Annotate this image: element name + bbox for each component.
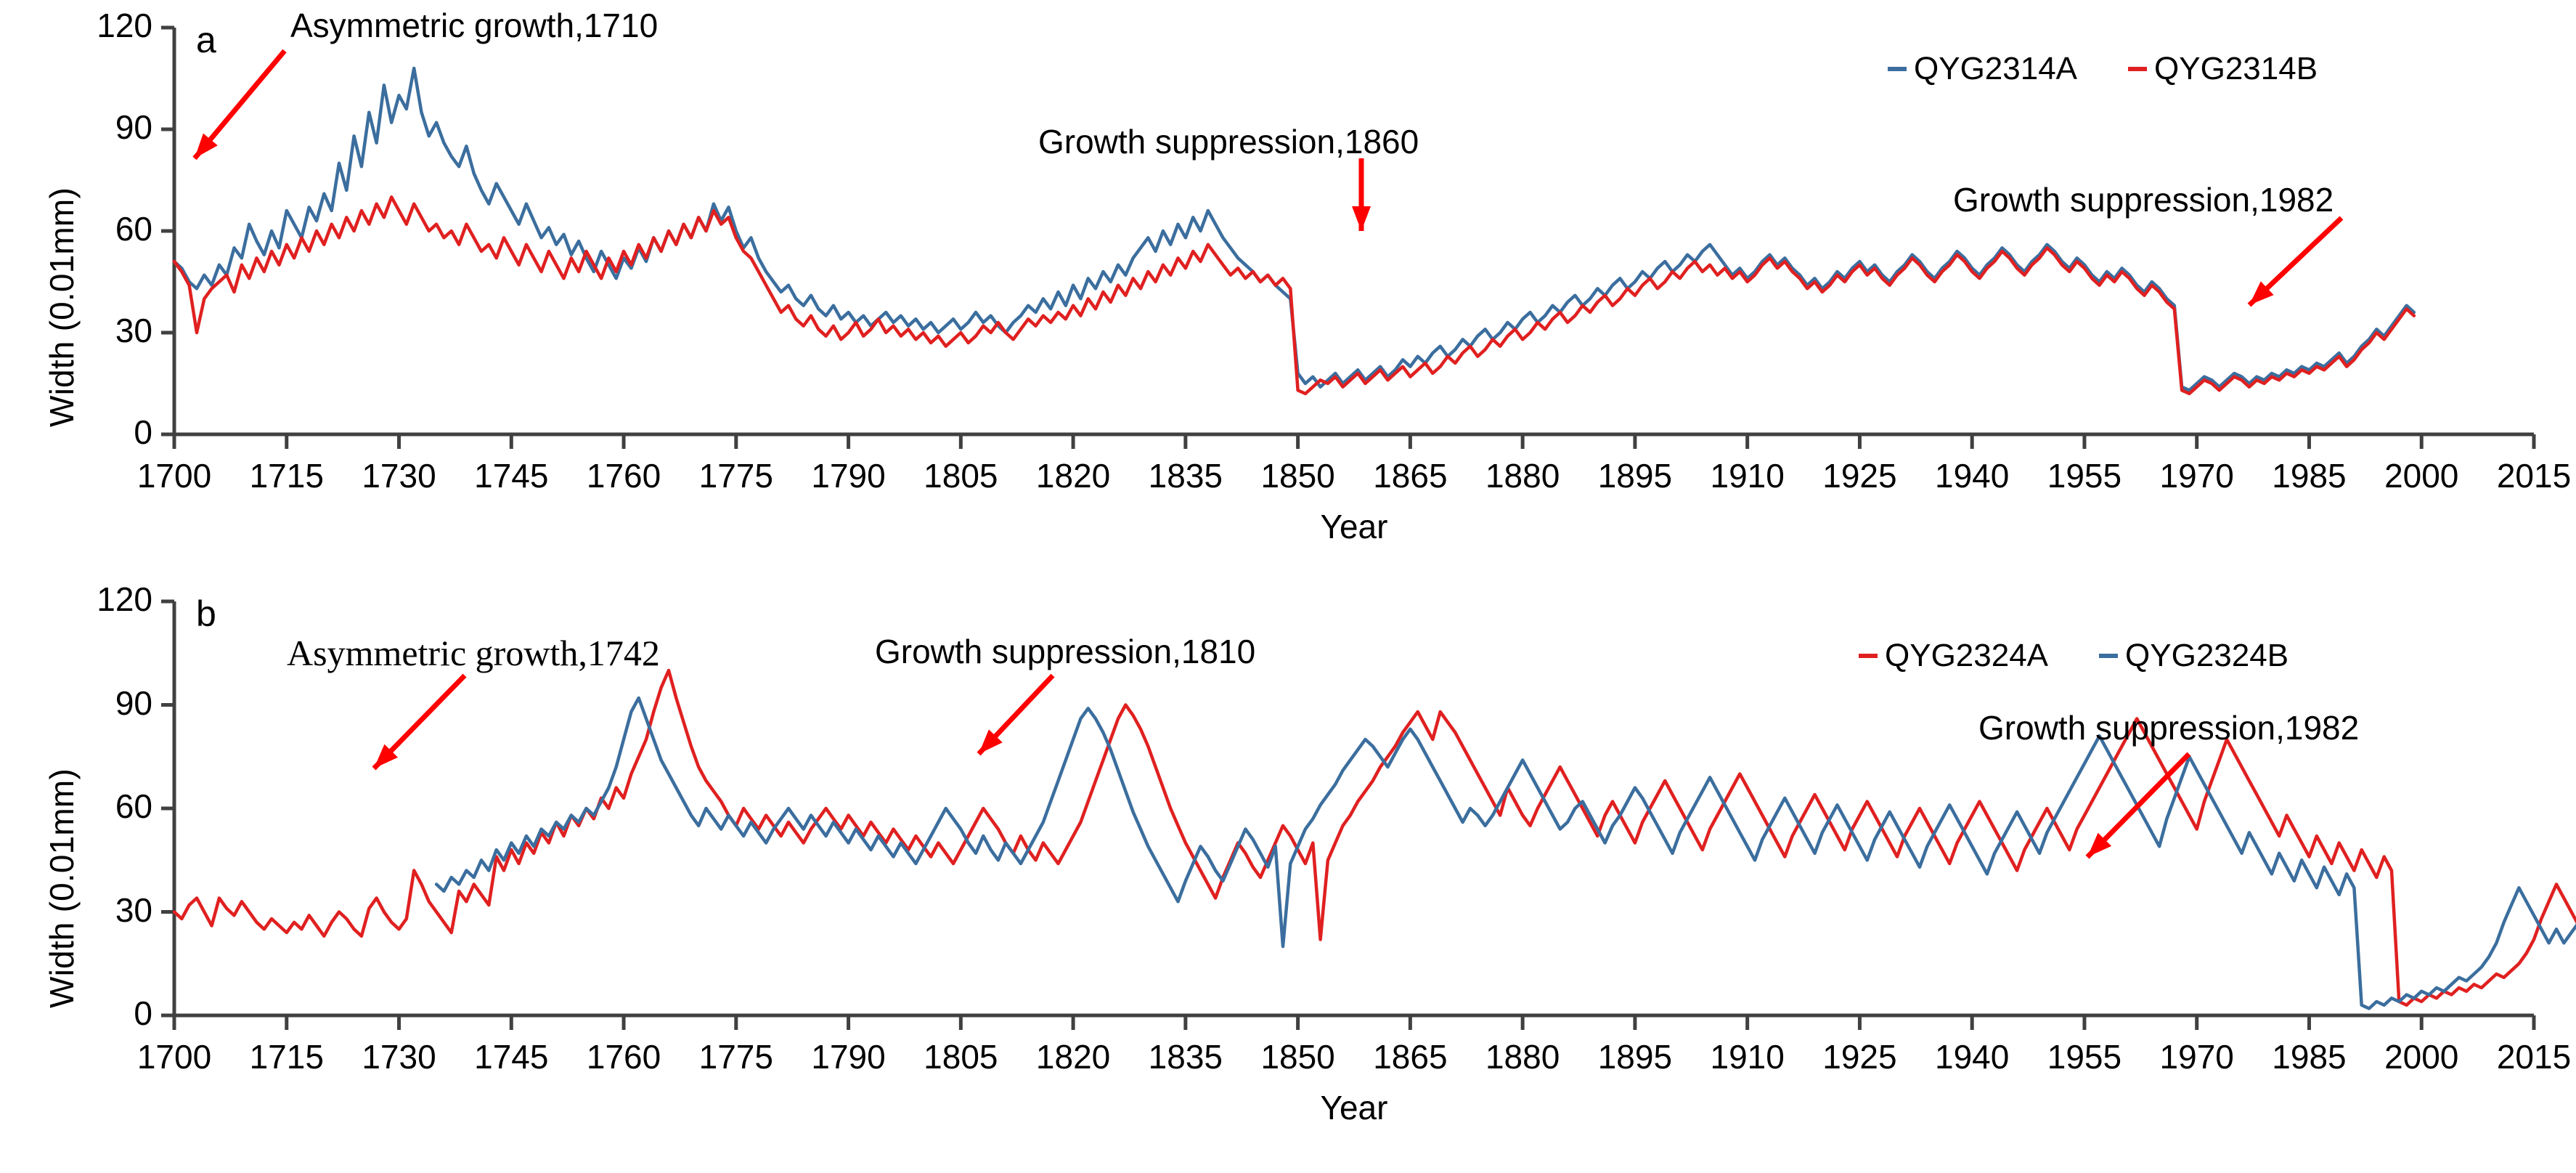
x-tick-label: 1745 <box>474 1038 549 1076</box>
series-line-QYG2314B <box>172 195 2416 396</box>
y-axis-title: Width (0.01mm) <box>43 768 81 1008</box>
y-tick-label: 30 <box>115 312 152 349</box>
annotation-arrow-0 <box>192 49 287 161</box>
legend-label: QYG2314A <box>1914 51 2078 86</box>
panel-a-svg <box>161 25 2536 449</box>
x-tick-label: 1820 <box>1035 1038 1111 1076</box>
x-tick-label: 1775 <box>698 457 773 495</box>
x-tick-label: 1835 <box>1148 1038 1223 1076</box>
x-tick-label: 1745 <box>474 457 549 495</box>
panel-a-plot: 0 30 60 90 120 1700 1715 1730 1745 1760 1775 1790 18… <box>0 0 2576 552</box>
x-tick-label: 1700 <box>136 457 212 495</box>
legend-item-QYG2324A[interactable]: QYG2324A <box>1859 638 2048 674</box>
legend-item-QYG2314A[interactable]: QYG2314A <box>1888 51 2077 87</box>
annotation-arrow-1 <box>977 673 1055 756</box>
legend-swatch-icon <box>2128 67 2148 71</box>
legend-item-QYG2324B[interactable]: QYG2324B <box>2099 638 2288 674</box>
x-tick-label: 2000 <box>2384 1038 2459 1076</box>
x-tick-label: 1940 <box>1935 1038 2010 1076</box>
x-axis-title: Year <box>1320 1089 1388 1127</box>
x-tick-label: 1865 <box>1373 457 1448 495</box>
annotation-label-2: Growth suppression,1982 <box>1978 709 2360 747</box>
annotation-label-1: Growth suppression,1810 <box>875 633 1256 670</box>
panel-b-plot: 0 30 60 90 120 1700 1715 1730 1745 1760 1775 1790 18… <box>0 574 2576 1173</box>
y-tick-label: 90 <box>115 108 152 146</box>
x-tick-label: 1715 <box>249 457 324 495</box>
x-tick-label: 1775 <box>698 1038 773 1076</box>
x-tick-label: 1880 <box>1485 457 1560 495</box>
annotation-arrow-2 <box>2085 752 2191 859</box>
x-tick-label: 1970 <box>2159 457 2234 495</box>
panel-label-a: a <box>196 20 216 60</box>
panel-b: 0 30 60 90 120 1700 1715 1730 1745 1760 1775 1790 18… <box>0 574 2576 1173</box>
annotation-label-1: Growth suppression,1860 <box>1038 123 1419 161</box>
x-tick-label: 1700 <box>136 1038 212 1076</box>
y-tick-label: 0 <box>134 413 152 451</box>
x-tick-label: 1970 <box>2159 1038 2234 1076</box>
annotation-arrow-2 <box>2247 216 2344 307</box>
x-tick-label: 1910 <box>1710 457 1785 495</box>
panel-label-b: b <box>196 593 216 634</box>
y-tick-label: 60 <box>115 210 152 248</box>
series-line-QYG2324B <box>434 696 2576 1010</box>
x-tick-label: 1760 <box>586 457 661 495</box>
y-tick-label: 0 <box>134 994 152 1032</box>
x-tick-label: 2000 <box>2384 457 2459 495</box>
legend-item-QYG2314B[interactable]: QYG2314B <box>2128 51 2318 87</box>
legend-swatch-icon <box>2099 654 2119 658</box>
legend: QYG2314A QYG2314B <box>1888 51 2318 87</box>
x-tick-label: 1955 <box>2047 1038 2122 1076</box>
panel-b-svg <box>161 599 2576 1030</box>
legend-label: QYG2314B <box>2154 51 2318 86</box>
y-tick-label: 60 <box>115 787 152 825</box>
legend-label: QYG2324B <box>2125 638 2289 673</box>
y-tick-label: 30 <box>115 890 152 929</box>
x-tick-label: 1985 <box>2272 1038 2347 1076</box>
x-tick-label: 1730 <box>362 457 436 495</box>
x-tick-label: 1880 <box>1485 1038 1560 1076</box>
y-axis-title: Width (0.01mm) <box>43 187 81 427</box>
x-tick-label: 1850 <box>1260 1038 1335 1076</box>
y-tick-label: 120 <box>97 7 152 44</box>
x-tick-label: 1985 <box>2272 457 2347 495</box>
x-tick-label: 1925 <box>1822 1038 1897 1076</box>
x-tick-label: 1715 <box>249 1038 324 1076</box>
x-tick-label: 1910 <box>1710 1038 1785 1076</box>
x-tick-label: 1730 <box>362 1038 436 1076</box>
annotation-label-0: Asymmetric growth,1710 <box>290 7 659 44</box>
x-tick-label: 1790 <box>811 1038 886 1076</box>
x-tick-label: 1895 <box>1597 1038 1673 1076</box>
legend-label: QYG2324A <box>1885 638 2049 673</box>
x-tick-label: 1820 <box>1035 457 1111 495</box>
y-tick-label: 120 <box>97 580 152 618</box>
x-axis-title: Year <box>1320 508 1388 545</box>
x-tick-label: 1805 <box>924 457 998 495</box>
legend: QYG2324A QYG2324B <box>1859 638 2288 674</box>
x-tick-label: 1940 <box>1935 457 2010 495</box>
x-tick-label: 1925 <box>1822 457 1897 495</box>
annotation-label-2: Growth suppression,1982 <box>1953 181 2334 219</box>
legend-swatch-icon <box>1859 654 1878 658</box>
legend-swatch-icon <box>1888 67 1907 71</box>
annotation-arrow-1 <box>1352 158 1371 231</box>
x-tick-label: 1835 <box>1148 457 1223 495</box>
x-tick-label: 1955 <box>2047 457 2122 495</box>
x-tick-label: 1760 <box>586 1038 661 1076</box>
x-tick-label: 2015 <box>2496 1038 2572 1076</box>
panel-a: 0 30 60 90 120 1700 1715 1730 1745 1760 1775 1790 18… <box>0 0 2576 552</box>
y-tick-label: 90 <box>115 683 152 722</box>
annotation-label-0: Asymmetric growth,1742 <box>287 633 660 673</box>
annotation-arrow-0 <box>372 673 467 771</box>
x-tick-label: 2015 <box>2496 457 2572 495</box>
x-tick-label: 1850 <box>1260 457 1335 495</box>
x-tick-label: 1790 <box>811 457 886 495</box>
x-tick-label: 1895 <box>1597 457 1673 495</box>
x-tick-label: 1865 <box>1373 1038 1448 1076</box>
x-tick-label: 1805 <box>924 1038 998 1076</box>
